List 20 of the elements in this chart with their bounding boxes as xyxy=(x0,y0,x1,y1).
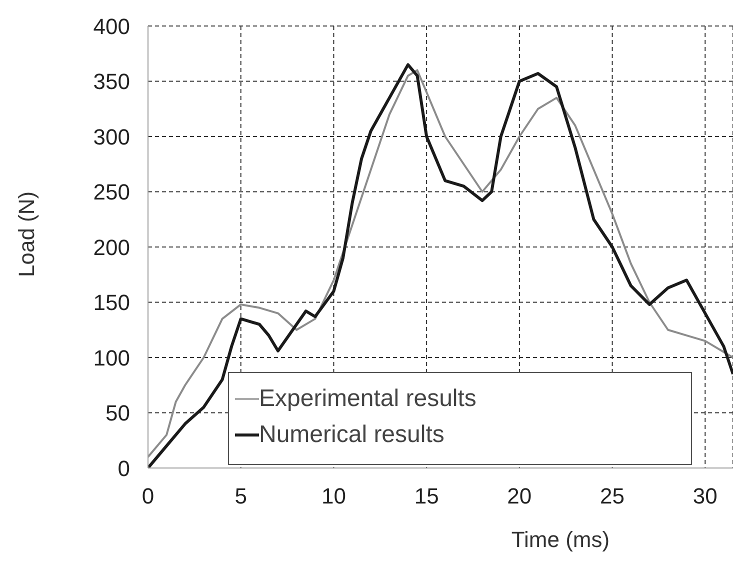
y-tick-label: 50 xyxy=(106,400,130,426)
x-tick-label: 10 xyxy=(321,484,346,509)
y-tick-label: 0 xyxy=(118,456,130,481)
x-axis-title: Time (ms) xyxy=(511,527,610,552)
x-tick-label: 0 xyxy=(142,484,154,509)
y-axis-title: Load (N) xyxy=(14,191,39,277)
y-tick-label: 150 xyxy=(93,290,130,316)
y-tick-label: 200 xyxy=(93,234,130,260)
x-tick-label: 15 xyxy=(414,484,439,509)
y-tick-label: 250 xyxy=(93,180,130,205)
x-tick-label: 20 xyxy=(507,484,532,509)
y-tick-label: 400 xyxy=(93,14,130,39)
x-tick-label: 30 xyxy=(692,484,718,509)
y-tick-label: 350 xyxy=(93,69,130,94)
x-tick-label: 25 xyxy=(600,484,625,509)
x-tick-label: 5 xyxy=(234,484,247,509)
y-tick-label: 300 xyxy=(93,124,130,150)
legend-label: Experimental results xyxy=(259,385,476,413)
legend-label: Numerical results xyxy=(259,421,444,449)
y-tick-label: 100 xyxy=(93,345,130,370)
